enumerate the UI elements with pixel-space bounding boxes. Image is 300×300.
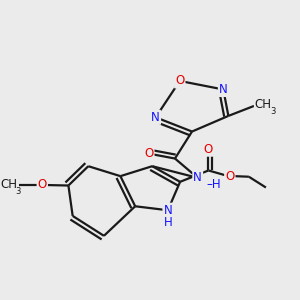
- Text: CH: CH: [254, 98, 272, 111]
- Text: H: H: [164, 216, 172, 229]
- Text: N: N: [219, 83, 228, 96]
- Text: O: O: [144, 147, 154, 160]
- Text: O: O: [204, 142, 213, 156]
- Text: O: O: [225, 170, 234, 183]
- Text: 3: 3: [15, 187, 21, 196]
- Text: O: O: [175, 74, 184, 87]
- Text: N: N: [151, 111, 160, 124]
- Text: –H: –H: [207, 178, 221, 190]
- Text: CH: CH: [0, 178, 17, 191]
- Text: N: N: [164, 204, 172, 217]
- Text: 3: 3: [270, 106, 276, 116]
- Text: O: O: [38, 178, 47, 191]
- Text: N: N: [193, 171, 202, 184]
